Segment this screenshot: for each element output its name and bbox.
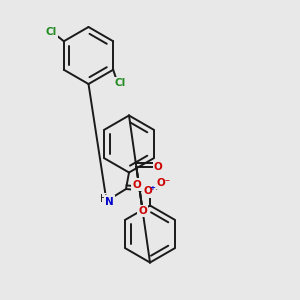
Text: O: O [143, 185, 152, 196]
Text: O: O [154, 162, 163, 172]
Text: O: O [138, 206, 147, 216]
Text: N: N [105, 196, 114, 207]
Text: O⁻: O⁻ [156, 178, 171, 188]
Text: H: H [100, 194, 107, 204]
Text: +: + [149, 185, 155, 191]
Text: N: N [146, 187, 154, 197]
Text: Cl: Cl [114, 78, 125, 88]
Text: Cl: Cl [46, 27, 57, 37]
Text: O: O [132, 179, 141, 190]
